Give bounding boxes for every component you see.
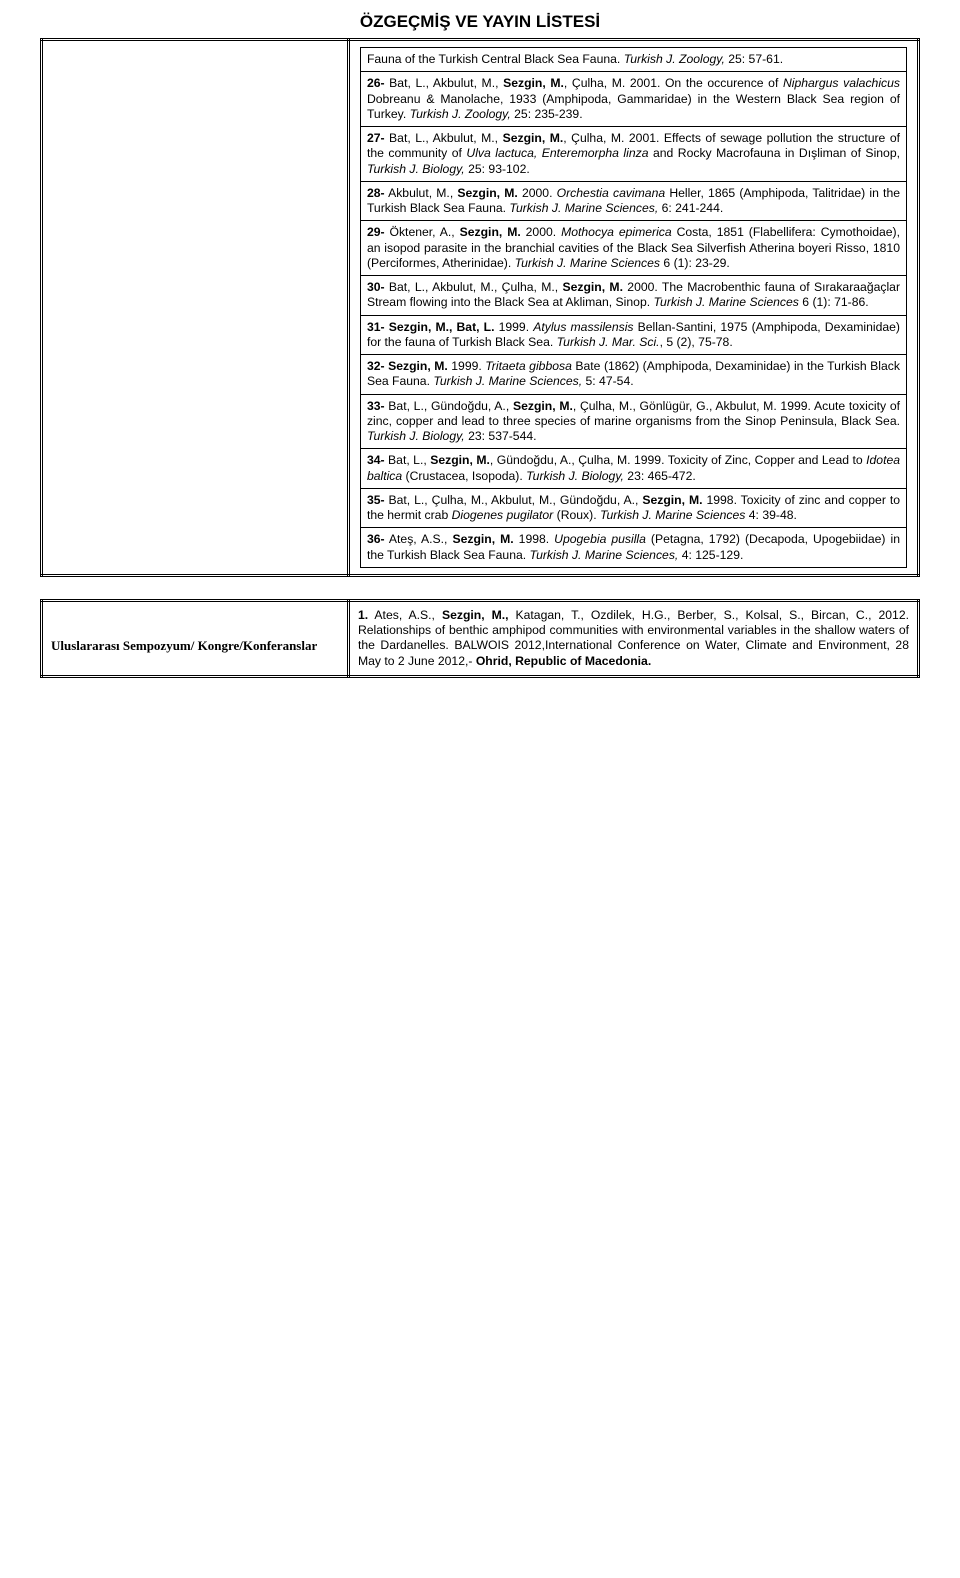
entry-row: 26- Bat, L., Akbulut, M., Sezgin, M., Çu… — [361, 72, 906, 127]
entry-row: 28- Akbulut, M., Sezgin, M. 2000. Orches… — [361, 182, 906, 222]
entry-text: 33- Bat, L., Gündoğdu, A., Sezgin, M., Ç… — [361, 395, 906, 449]
entry-text: 30- Bat, L., Akbulut, M., Çulha, M., Sez… — [361, 276, 906, 315]
left-empty-cell — [42, 40, 349, 576]
entry-text: 26- Bat, L., Akbulut, M., Sezgin, M., Çu… — [361, 72, 906, 126]
entry-text: 28- Akbulut, M., Sezgin, M. 2000. Orches… — [361, 182, 906, 221]
entry-text: 27- Bat, L., Akbulut, M., Sezgin, M., Çu… — [361, 127, 906, 181]
entry-row: 35- Bat, L., Çulha, M., Akbulut, M., Gün… — [361, 489, 906, 529]
conference-text-cell: 1. Ates, A.S., Sezgin, M., Katagan, T., … — [348, 600, 918, 676]
publication-table: Fauna of the Turkish Central Black Sea F… — [40, 38, 920, 577]
entry-row: 36- Ateş, A.S., Sezgin, M. 1998. Upogebi… — [361, 528, 906, 567]
entry-row: 33- Bat, L., Gündoğdu, A., Sezgin, M., Ç… — [361, 395, 906, 450]
section-label: Uluslararası Sempozyum/ Kongre/Konferans… — [43, 602, 347, 662]
entry-text: 29- Öktener, A., Sezgin, M. 2000. Mothoc… — [361, 221, 906, 275]
entry-text: 32- Sezgin, M. 1999. Tritaeta gibbosa Ba… — [361, 355, 906, 394]
entry-row: 27- Bat, L., Akbulut, M., Sezgin, M., Çu… — [361, 127, 906, 182]
entries-box: Fauna of the Turkish Central Black Sea F… — [360, 47, 907, 568]
page-container: ÖZGEÇMİŞ VE YAYIN LİSTESİ Fauna of the T… — [0, 0, 960, 708]
entry-text: Fauna of the Turkish Central Black Sea F… — [361, 48, 906, 71]
entry-row: 30- Bat, L., Akbulut, M., Çulha, M., Sez… — [361, 276, 906, 316]
entry-text: 35- Bat, L., Çulha, M., Akbulut, M., Gün… — [361, 489, 906, 528]
entry-row: 34- Bat, L., Sezgin, M., Gündoğdu, A., Ç… — [361, 449, 906, 489]
entry-row: 31- Sezgin, M., Bat, L. 1999. Atylus mas… — [361, 316, 906, 356]
conference-table: Uluslararası Sempozyum/ Kongre/Konferans… — [40, 599, 920, 678]
right-entries-cell: Fauna of the Turkish Central Black Sea F… — [348, 40, 918, 576]
section-label-cell: Uluslararası Sempozyum/ Kongre/Konferans… — [42, 600, 349, 676]
entry-text: 36- Ateş, A.S., Sezgin, M. 1998. Upogebi… — [361, 528, 906, 567]
entry-row: 29- Öktener, A., Sezgin, M. 2000. Mothoc… — [361, 221, 906, 276]
entry-text: 34- Bat, L., Sezgin, M., Gündoğdu, A., Ç… — [361, 449, 906, 488]
entry-row: Fauna of the Turkish Central Black Sea F… — [361, 48, 906, 72]
page-title: ÖZGEÇMİŞ VE YAYIN LİSTESİ — [40, 12, 920, 32]
entry-row: 32- Sezgin, M. 1999. Tritaeta gibbosa Ba… — [361, 355, 906, 395]
conference-text: 1. Ates, A.S., Sezgin, M., Katagan, T., … — [350, 602, 917, 675]
entry-text: 31- Sezgin, M., Bat, L. 1999. Atylus mas… — [361, 316, 906, 355]
